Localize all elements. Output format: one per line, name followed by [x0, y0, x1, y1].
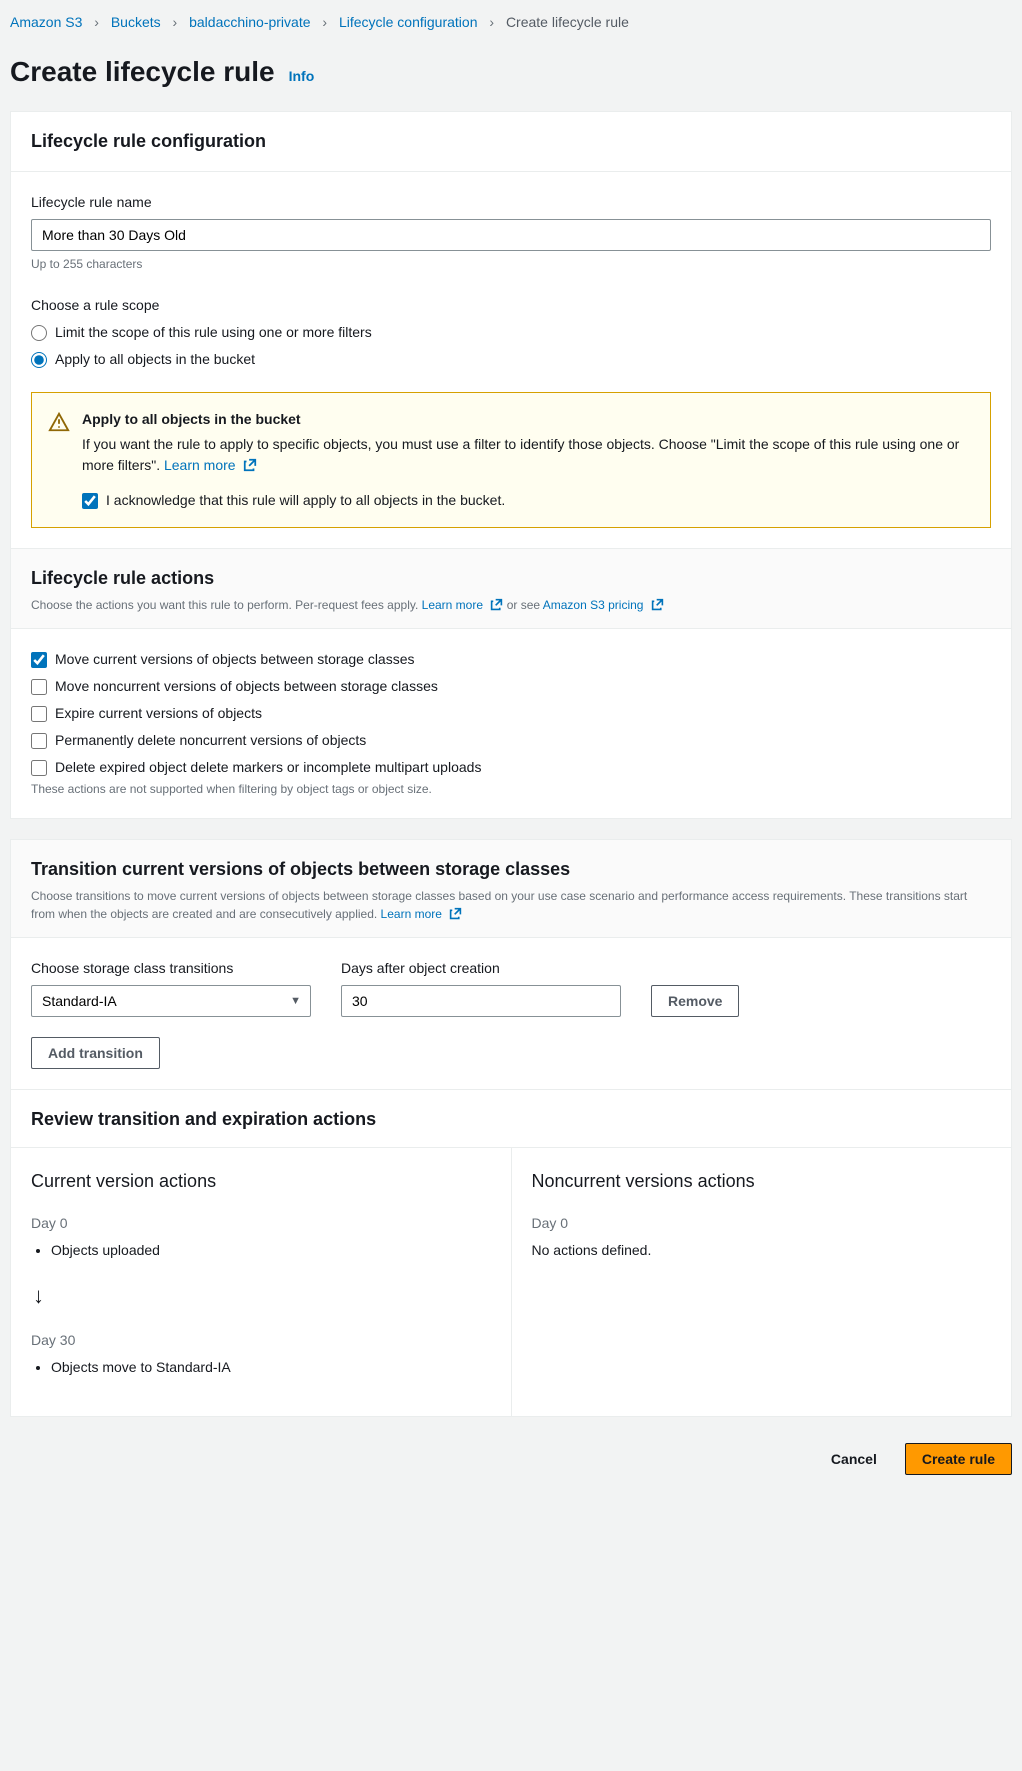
arrow-down-icon: ↓: [33, 1279, 491, 1312]
noncurrent-version-title: Noncurrent versions actions: [532, 1168, 992, 1195]
noncurrent-version-actions-col: Noncurrent versions actions Day 0 No act…: [511, 1148, 1012, 1416]
rule-name-label: Lifecycle rule name: [31, 192, 991, 213]
chevron-right-icon: ›: [489, 14, 494, 30]
breadcrumb-bucket-name[interactable]: baldacchino-private: [189, 14, 310, 30]
transitions-desc: Choose transitions to move current versi…: [31, 889, 967, 921]
day-30-action: Objects move to Standard-IA: [51, 1357, 491, 1378]
config-section-title: Lifecycle rule configuration: [31, 128, 991, 155]
day-30-label: Day 30: [31, 1330, 491, 1351]
transitions-panel: Transition current versions of objects b…: [10, 839, 1012, 1417]
action-delete-markers-label: Delete expired object delete markers or …: [55, 757, 481, 778]
footer-actions: Cancel Create rule: [10, 1437, 1012, 1475]
action-expire-current-checkbox[interactable]: [31, 706, 47, 722]
actions-note: These actions are not supported when fil…: [31, 780, 991, 798]
breadcrumb-buckets[interactable]: Buckets: [111, 14, 161, 30]
actions-section-title: Lifecycle rule actions: [31, 565, 991, 592]
scope-filters-radio[interactable]: [31, 325, 47, 341]
noncurrent-day-0-label: Day 0: [532, 1213, 992, 1234]
chevron-right-icon: ›: [322, 14, 327, 30]
scope-all-radio[interactable]: [31, 352, 47, 368]
current-version-actions-col: Current version actions Day 0 Objects up…: [11, 1148, 511, 1416]
scope-all-label: Apply to all objects in the bucket: [55, 349, 255, 370]
breadcrumb-amazon-s3[interactable]: Amazon S3: [10, 14, 82, 30]
action-delete-noncurrent-checkbox[interactable]: [31, 733, 47, 749]
pricing-link[interactable]: Amazon S3 pricing: [543, 598, 664, 612]
alert-title: Apply to all objects in the bucket: [82, 409, 974, 430]
chevron-right-icon: ›: [94, 14, 99, 30]
acknowledge-label: I acknowledge that this rule will apply …: [106, 490, 505, 511]
scope-label: Choose a rule scope: [31, 295, 991, 316]
create-rule-button[interactable]: Create rule: [905, 1443, 1012, 1475]
action-move-current-checkbox[interactable]: [31, 652, 47, 668]
action-move-noncurrent-label: Move noncurrent versions of objects betw…: [55, 676, 438, 697]
day-0-label: Day 0: [31, 1213, 491, 1234]
actions-or-see: or see: [507, 598, 543, 612]
scope-filters-label: Limit the scope of this rule using one o…: [55, 322, 372, 343]
remove-transition-button[interactable]: Remove: [651, 985, 739, 1017]
breadcrumb-lifecycle-config[interactable]: Lifecycle configuration: [339, 14, 478, 30]
external-link-icon: [490, 598, 503, 611]
breadcrumb-current: Create lifecycle rule: [506, 14, 629, 30]
actions-desc: Choose the actions you want this rule to…: [31, 598, 422, 612]
current-version-title: Current version actions: [31, 1168, 491, 1195]
acknowledge-checkbox[interactable]: [82, 493, 98, 509]
external-link-icon: [651, 598, 664, 611]
external-link-icon: [449, 907, 462, 920]
rule-name-hint: Up to 255 characters: [31, 255, 991, 273]
action-move-current-label: Move current versions of objects between…: [55, 649, 415, 670]
review-section-title: Review transition and expiration actions: [31, 1106, 991, 1133]
breadcrumb: Amazon S3 › Buckets › baldacchino-privat…: [10, 0, 1012, 45]
transitions-section-title: Transition current versions of objects b…: [31, 856, 991, 883]
no-actions-message: No actions defined.: [532, 1240, 992, 1261]
page-title: Create lifecycle rule: [10, 51, 275, 93]
day-0-action: Objects uploaded: [51, 1240, 491, 1261]
storage-class-select[interactable]: Standard-IA: [31, 985, 311, 1017]
info-link[interactable]: Info: [289, 66, 315, 87]
storage-class-label: Choose storage class transitions: [31, 958, 311, 979]
transitions-learn-more-link[interactable]: Learn more: [381, 907, 463, 921]
add-transition-button[interactable]: Add transition: [31, 1037, 160, 1069]
action-delete-noncurrent-label: Permanently delete noncurrent versions o…: [55, 730, 366, 751]
scope-warning-alert: Apply to all objects in the bucket If yo…: [31, 392, 991, 528]
cancel-button[interactable]: Cancel: [815, 1443, 893, 1475]
days-label: Days after object creation: [341, 958, 621, 979]
alert-learn-more-link[interactable]: Learn more: [164, 457, 257, 473]
warning-icon: [48, 411, 70, 511]
rule-name-input[interactable]: [31, 219, 991, 251]
action-delete-markers-checkbox[interactable]: [31, 760, 47, 776]
external-link-icon: [243, 458, 257, 472]
lifecycle-rule-config-panel: Lifecycle rule configuration Lifecycle r…: [10, 111, 1012, 819]
action-move-noncurrent-checkbox[interactable]: [31, 679, 47, 695]
action-expire-current-label: Expire current versions of objects: [55, 703, 262, 724]
actions-learn-more-link[interactable]: Learn more: [422, 598, 507, 612]
days-input[interactable]: [341, 985, 621, 1017]
chevron-right-icon: ›: [173, 14, 178, 30]
